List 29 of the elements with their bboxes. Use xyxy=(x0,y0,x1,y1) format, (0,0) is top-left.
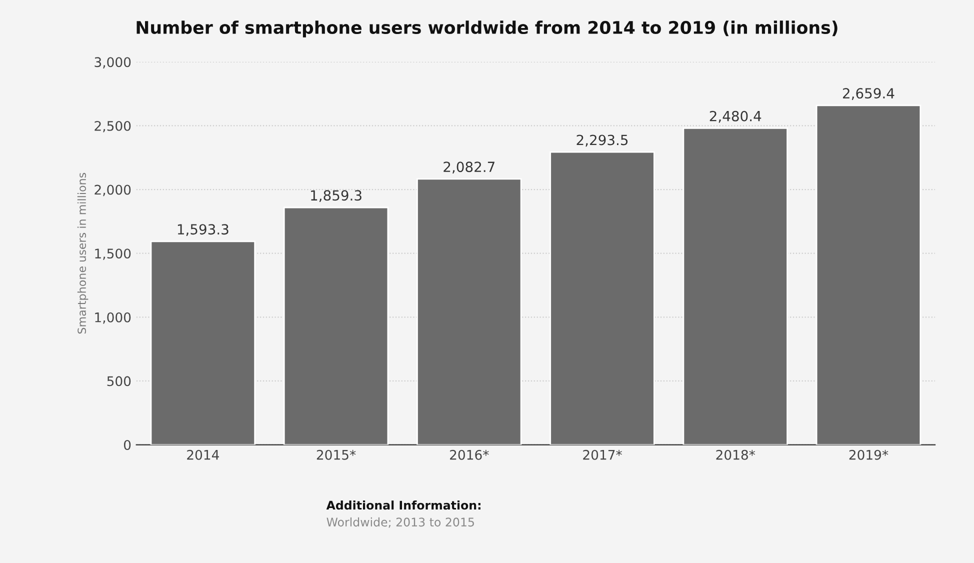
bar xyxy=(682,128,788,445)
y-tick-label: 1,000 xyxy=(95,312,131,324)
x-tick-label: 2016* xyxy=(450,450,489,460)
x-tick-label: 2017* xyxy=(583,450,622,460)
bar xyxy=(550,151,655,445)
x-tick-label: 2015* xyxy=(316,450,356,460)
y-tick-label: 2,000 xyxy=(94,184,131,196)
y-tick-label: 2,500 xyxy=(94,120,131,132)
y-tick-label: 500 xyxy=(107,376,131,386)
y-tick-label: 1,500 xyxy=(95,248,131,260)
y-tick-label: 3,000 xyxy=(94,57,131,68)
data-label: 2,480.4 xyxy=(710,110,762,123)
bar xyxy=(416,178,522,445)
data-label: 1,859.3 xyxy=(311,190,362,202)
x-tick-label: 2019* xyxy=(849,450,888,460)
text: Additional Information: xyxy=(326,500,480,510)
bar xyxy=(283,206,389,445)
bar xyxy=(150,240,256,445)
bar xyxy=(816,104,922,445)
data-label: 2,293.5 xyxy=(576,134,628,147)
y-axis-title: Smartphone users in millions xyxy=(77,172,88,334)
x-tick-label: 2018* xyxy=(716,450,756,460)
data-label: 2,082.7 xyxy=(444,162,494,174)
chart-title: Number of smartphone users worldwide from 2014 to 2019 (in millions) xyxy=(136,20,838,38)
x-tick-label: 2014 xyxy=(187,450,219,460)
y-tick-label: 0 xyxy=(124,440,131,450)
data-label: 1,593.3 xyxy=(178,224,228,236)
text: Worldwide; 2013 to 2015 xyxy=(326,517,474,528)
data-label: 2,659.4 xyxy=(842,88,894,100)
